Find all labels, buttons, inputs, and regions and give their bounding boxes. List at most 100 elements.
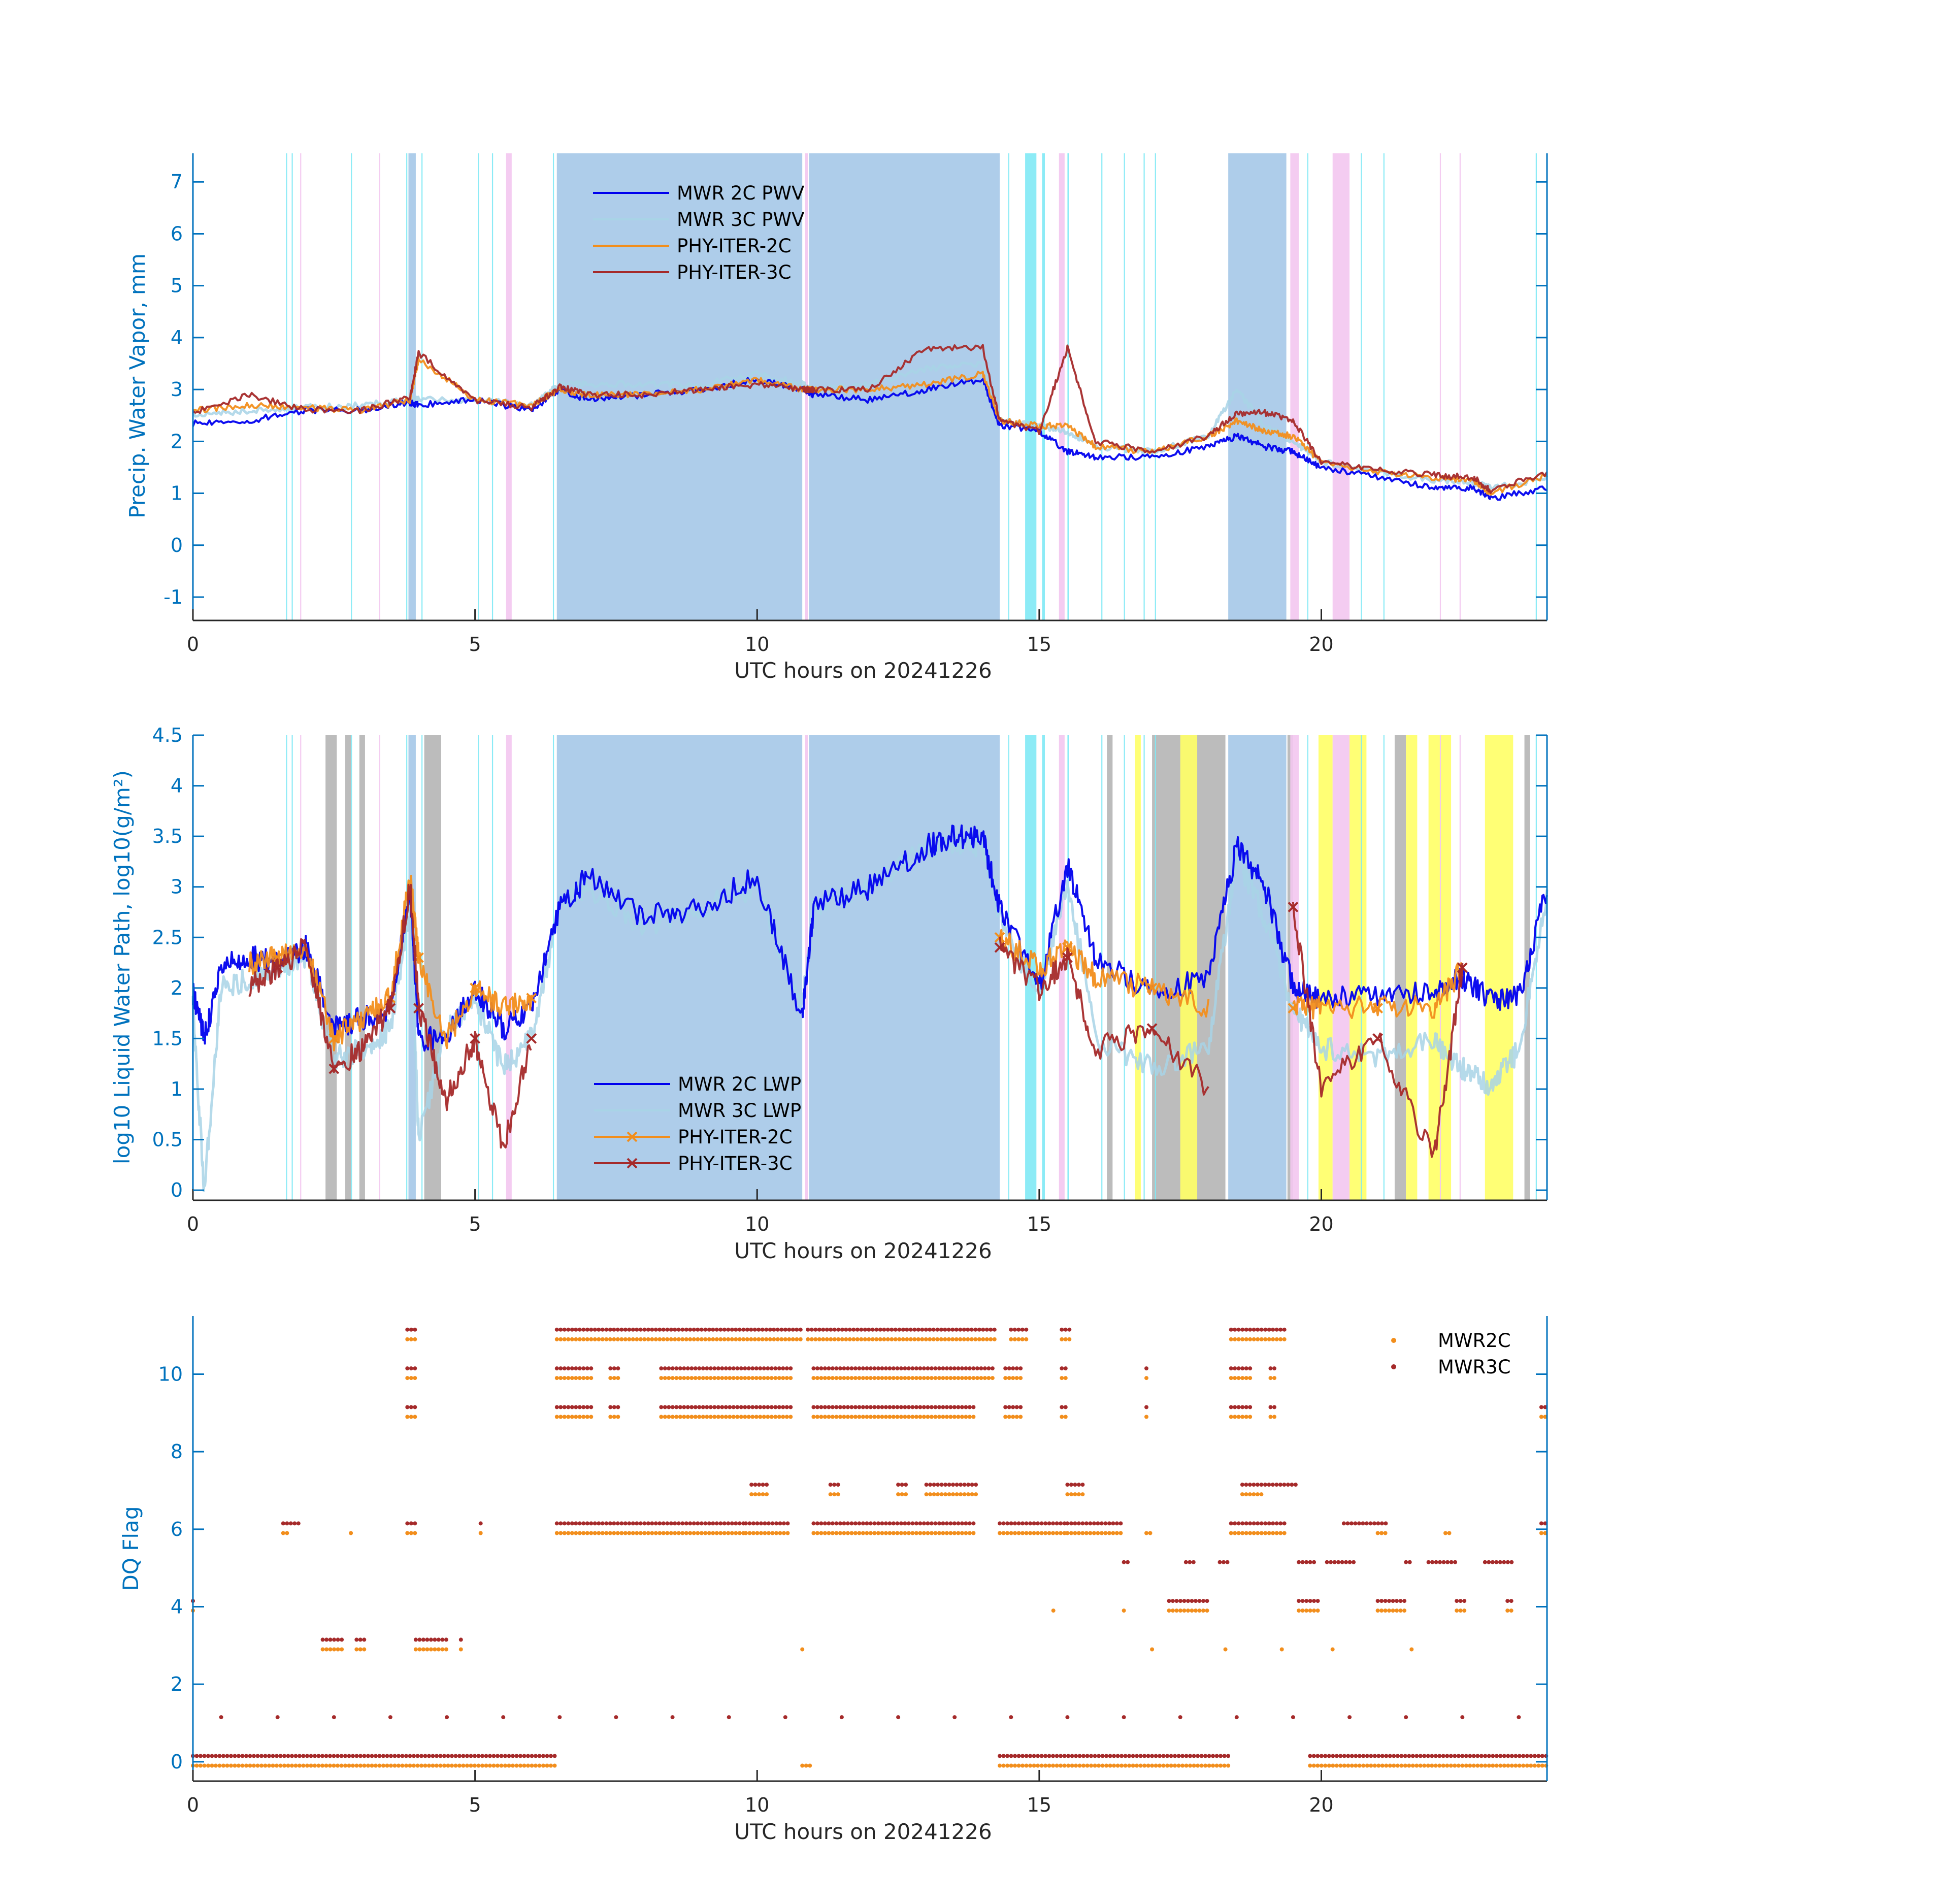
dq-point: [998, 1531, 1002, 1535]
dq-point: [910, 1376, 915, 1381]
flag-band-pink: [1332, 735, 1350, 1200]
dq-point: [1272, 1405, 1276, 1409]
dq-point: [1376, 1754, 1381, 1758]
dq-point: [674, 1415, 679, 1419]
dq-point: [589, 1376, 594, 1381]
dq-point: [819, 1521, 824, 1526]
dq-point: [1267, 1337, 1271, 1341]
dq-point: [903, 1405, 907, 1409]
dq-point: [1016, 1763, 1021, 1768]
dq-point: [1176, 1763, 1181, 1768]
dq-point: [819, 1366, 824, 1371]
dq-point: [659, 1366, 664, 1371]
dq-point: [1290, 1483, 1294, 1487]
dq-point: [956, 1366, 961, 1371]
dq-point: [577, 1337, 582, 1341]
dq-point: [1372, 1521, 1376, 1526]
dq-point: [635, 1337, 639, 1341]
dq-point: [1080, 1531, 1085, 1535]
dq-point: [903, 1376, 907, 1381]
dq-point: [1114, 1531, 1119, 1535]
dq-point: [1539, 1405, 1543, 1409]
dq-point: [1252, 1327, 1256, 1332]
dq-point: [669, 1521, 673, 1526]
dq-point: [444, 1647, 448, 1652]
dq-point: [1024, 1327, 1029, 1332]
dq-point: [574, 1376, 578, 1381]
dq-point: [413, 1327, 417, 1332]
dq-point: [827, 1376, 831, 1381]
dq-point: [1196, 1763, 1200, 1768]
dq-point: [967, 1366, 972, 1371]
dq-point: [1456, 1763, 1461, 1768]
dq-point: [735, 1415, 740, 1419]
dq-point: [836, 1483, 840, 1487]
dq-point: [778, 1521, 782, 1526]
dq-point: [847, 1327, 852, 1332]
dq-point: [558, 1415, 563, 1419]
dq-point: [635, 1327, 639, 1332]
dq-point: [1479, 1763, 1484, 1768]
dq-point: [933, 1376, 938, 1381]
dq-point: [979, 1376, 983, 1381]
dq-point: [1255, 1492, 1260, 1497]
dq-point: [918, 1521, 923, 1526]
dq-point: [627, 1337, 632, 1341]
dq-point: [948, 1405, 953, 1409]
dq-point: [830, 1521, 835, 1526]
flag-band-cyan: [1307, 735, 1308, 1200]
dq-point: [673, 1521, 677, 1526]
dq-point: [1009, 1754, 1013, 1758]
flag-band-blue: [1228, 735, 1287, 1200]
dq-point: [779, 1327, 784, 1332]
dq-point: [783, 1327, 787, 1332]
flag-band-cyan: [291, 153, 293, 620]
flag-band-yellow: [1485, 735, 1513, 1200]
legend-label: MWR 2C PWV: [677, 182, 804, 204]
dq-point: [918, 1376, 923, 1381]
dq-point: [290, 1754, 294, 1758]
dq-point: [340, 1637, 344, 1642]
dq-point: [286, 1763, 290, 1768]
dq-point: [351, 1754, 355, 1758]
dq-point: [1286, 1483, 1290, 1487]
dq-point: [1062, 1531, 1067, 1535]
dq-point: [503, 1754, 507, 1758]
dq-point: [749, 1327, 753, 1332]
dq-point: [199, 1763, 203, 1768]
dq-point: [718, 1327, 723, 1332]
dq-point: [998, 1763, 1002, 1768]
dq-point: [970, 1483, 974, 1487]
dq-point: [1434, 1560, 1438, 1564]
dq-point: [614, 1715, 618, 1720]
dq-point: [876, 1366, 880, 1371]
dq-point: [1256, 1337, 1260, 1341]
dq-point: [1088, 1521, 1093, 1526]
dq-point: [785, 1521, 790, 1526]
dq-point: [853, 1366, 858, 1371]
dq-point: [960, 1376, 964, 1381]
dq-point: [703, 1337, 708, 1341]
dq-point: [450, 1754, 454, 1758]
dq-point: [699, 1337, 704, 1341]
dq-point: [1039, 1754, 1044, 1758]
dq-point: [604, 1531, 609, 1535]
dq-point: [1270, 1483, 1275, 1487]
dq-point: [842, 1405, 846, 1409]
dq-point: [653, 1521, 658, 1526]
dq-point: [870, 1327, 875, 1332]
flag-band-cyan: [351, 153, 352, 620]
dq-point: [762, 1415, 766, 1419]
dq-point: [1060, 1366, 1064, 1371]
dq-point: [566, 1327, 571, 1332]
dq-point: [1271, 1531, 1275, 1535]
dq-point: [488, 1754, 492, 1758]
dq-point: [282, 1763, 286, 1768]
dq-point: [1543, 1521, 1548, 1526]
dq-point: [1278, 1521, 1283, 1526]
dq-point: [1165, 1763, 1170, 1768]
dq-point: [1214, 1754, 1219, 1758]
dq-point: [684, 1531, 688, 1535]
dq-point: [1103, 1521, 1108, 1526]
dq-point: [701, 1415, 705, 1419]
